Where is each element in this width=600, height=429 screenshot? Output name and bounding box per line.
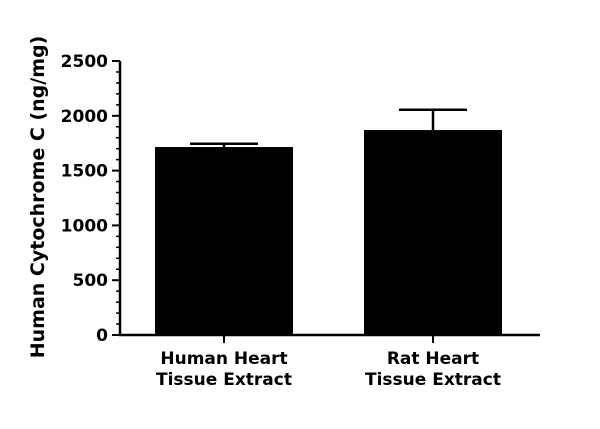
y-axis: 0 500 1000 1500 2000 2500 xyxy=(61,52,122,346)
x-category-label: Human Heart Tissue Extract xyxy=(156,349,292,390)
x-axis: Human Heart Tissue Extract Rat Heart Tissue… xyxy=(119,333,540,390)
y-tick-label: 1500 xyxy=(61,162,108,182)
y-tick-label: 1000 xyxy=(61,216,108,236)
y-tick-label: 2500 xyxy=(61,52,108,72)
y-tick-label: 500 xyxy=(73,271,109,291)
y-tick-label: 0 xyxy=(96,326,108,346)
y-tick-label: 2000 xyxy=(61,107,108,127)
x-category-label: Rat Heart Tissue Extract xyxy=(365,349,501,390)
bar xyxy=(155,147,293,335)
y-axis-title: Human Cytochrome C (ng/mg) xyxy=(27,36,49,359)
bars xyxy=(155,108,502,335)
bar xyxy=(364,130,502,335)
